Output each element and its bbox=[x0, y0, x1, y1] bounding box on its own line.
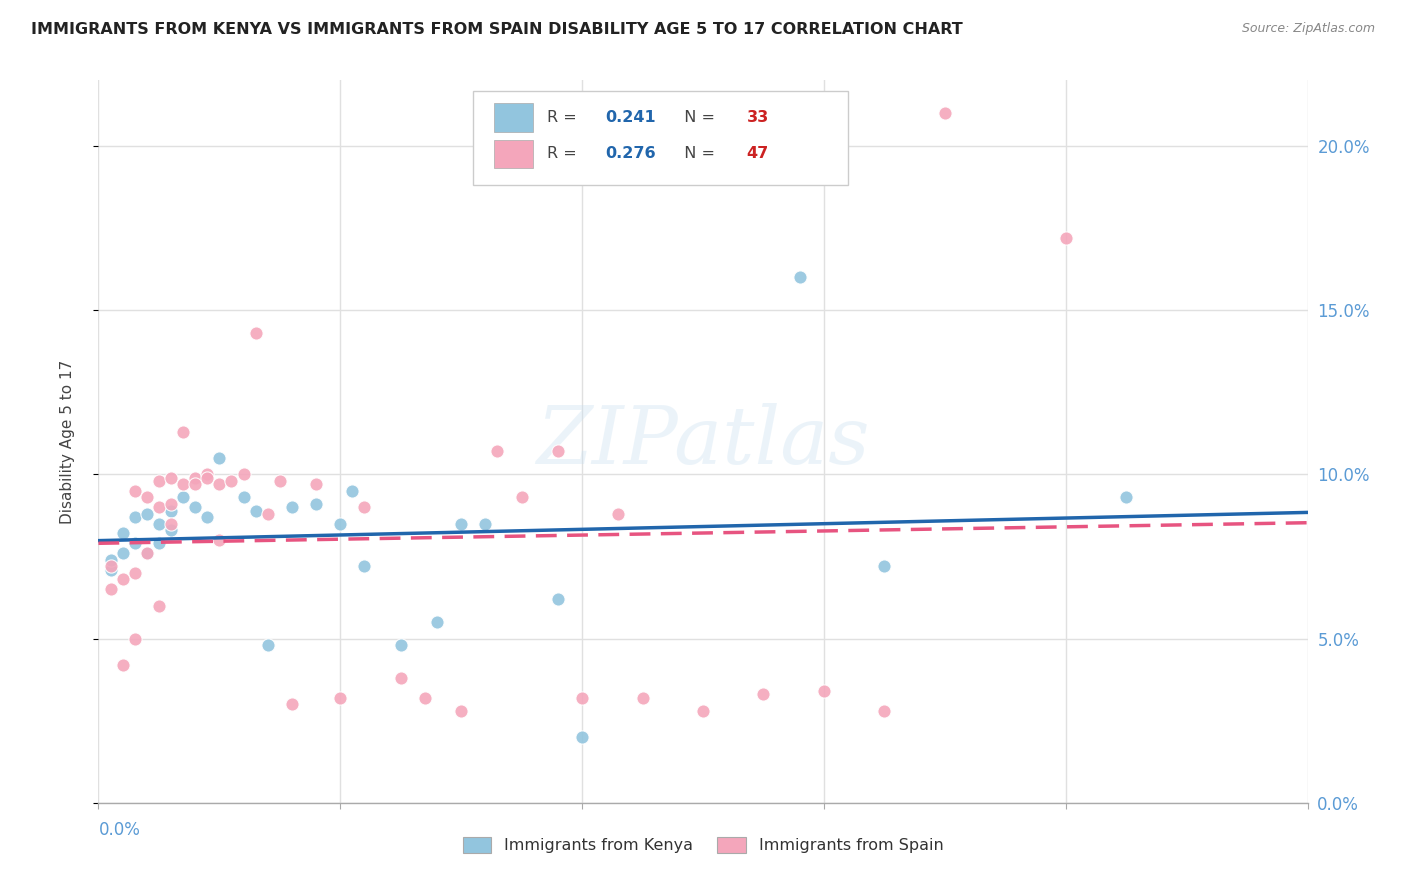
Point bbox=[172, 477, 194, 491]
Point bbox=[160, 497, 183, 511]
Point bbox=[329, 516, 352, 531]
Point bbox=[135, 491, 157, 505]
Point bbox=[184, 477, 207, 491]
Point bbox=[571, 730, 593, 744]
Point bbox=[111, 546, 134, 560]
Point bbox=[111, 657, 134, 672]
Point bbox=[692, 704, 714, 718]
Point bbox=[607, 507, 630, 521]
Point bbox=[221, 474, 243, 488]
Text: N =: N = bbox=[673, 146, 720, 161]
Point bbox=[342, 483, 364, 498]
Point bbox=[148, 500, 170, 515]
Point bbox=[450, 516, 472, 531]
Point bbox=[208, 533, 231, 547]
Point bbox=[232, 491, 254, 505]
Point bbox=[172, 491, 194, 505]
Point bbox=[474, 516, 496, 531]
Point bbox=[752, 687, 775, 701]
Point bbox=[184, 500, 207, 515]
Point bbox=[389, 638, 412, 652]
Point bbox=[813, 684, 835, 698]
Point bbox=[195, 467, 218, 482]
Text: 0.0%: 0.0% bbox=[98, 821, 141, 838]
Point bbox=[934, 106, 956, 120]
Point bbox=[281, 698, 304, 712]
Text: ZIPatlas: ZIPatlas bbox=[536, 403, 870, 480]
Text: R =: R = bbox=[547, 111, 582, 126]
Point bbox=[208, 477, 231, 491]
Point bbox=[124, 483, 146, 498]
Point bbox=[547, 592, 569, 607]
Point bbox=[208, 450, 231, 465]
Point bbox=[124, 510, 146, 524]
Point bbox=[631, 690, 654, 705]
Point bbox=[353, 500, 375, 515]
FancyBboxPatch shape bbox=[474, 91, 848, 185]
Text: 47: 47 bbox=[747, 146, 769, 161]
Point bbox=[100, 563, 122, 577]
Point bbox=[256, 638, 278, 652]
Text: Source: ZipAtlas.com: Source: ZipAtlas.com bbox=[1241, 22, 1375, 36]
Point bbox=[135, 507, 157, 521]
Point bbox=[100, 559, 122, 574]
Point bbox=[269, 474, 291, 488]
Point bbox=[281, 500, 304, 515]
Point bbox=[1115, 491, 1137, 505]
Text: N =: N = bbox=[673, 111, 720, 126]
Point bbox=[160, 523, 183, 537]
Point bbox=[256, 507, 278, 521]
Point bbox=[124, 566, 146, 580]
Point bbox=[135, 546, 157, 560]
Point bbox=[305, 497, 328, 511]
Point bbox=[329, 690, 352, 705]
Point bbox=[245, 503, 267, 517]
Y-axis label: Disability Age 5 to 17: Disability Age 5 to 17 bbox=[60, 359, 75, 524]
Point bbox=[100, 582, 122, 597]
Point bbox=[148, 536, 170, 550]
FancyBboxPatch shape bbox=[494, 139, 533, 169]
Text: 33: 33 bbox=[747, 111, 769, 126]
Point bbox=[232, 467, 254, 482]
Point bbox=[160, 470, 183, 484]
Text: R =: R = bbox=[547, 146, 582, 161]
Point bbox=[124, 536, 146, 550]
Point bbox=[1054, 231, 1077, 245]
Point bbox=[195, 510, 218, 524]
Point bbox=[571, 690, 593, 705]
Point bbox=[160, 516, 183, 531]
Point bbox=[510, 491, 533, 505]
Legend: Immigrants from Kenya, Immigrants from Spain: Immigrants from Kenya, Immigrants from S… bbox=[456, 830, 950, 860]
Point bbox=[184, 470, 207, 484]
Point bbox=[426, 615, 449, 630]
Point bbox=[450, 704, 472, 718]
Point bbox=[873, 704, 896, 718]
Point bbox=[486, 444, 509, 458]
Point bbox=[148, 599, 170, 613]
FancyBboxPatch shape bbox=[494, 103, 533, 132]
Point bbox=[873, 559, 896, 574]
Point bbox=[111, 526, 134, 541]
Point bbox=[100, 553, 122, 567]
Point bbox=[245, 326, 267, 340]
Text: IMMIGRANTS FROM KENYA VS IMMIGRANTS FROM SPAIN DISABILITY AGE 5 TO 17 CORRELATIO: IMMIGRANTS FROM KENYA VS IMMIGRANTS FROM… bbox=[31, 22, 963, 37]
Point bbox=[789, 270, 811, 285]
Point bbox=[305, 477, 328, 491]
Point bbox=[135, 546, 157, 560]
Text: 0.276: 0.276 bbox=[605, 146, 655, 161]
Point bbox=[195, 470, 218, 484]
Point bbox=[148, 474, 170, 488]
Point bbox=[160, 503, 183, 517]
Point bbox=[547, 444, 569, 458]
Point bbox=[353, 559, 375, 574]
Point bbox=[124, 632, 146, 646]
Point bbox=[389, 671, 412, 685]
Point bbox=[111, 573, 134, 587]
Point bbox=[413, 690, 436, 705]
Point bbox=[148, 516, 170, 531]
Point bbox=[172, 425, 194, 439]
Text: 0.241: 0.241 bbox=[605, 111, 655, 126]
